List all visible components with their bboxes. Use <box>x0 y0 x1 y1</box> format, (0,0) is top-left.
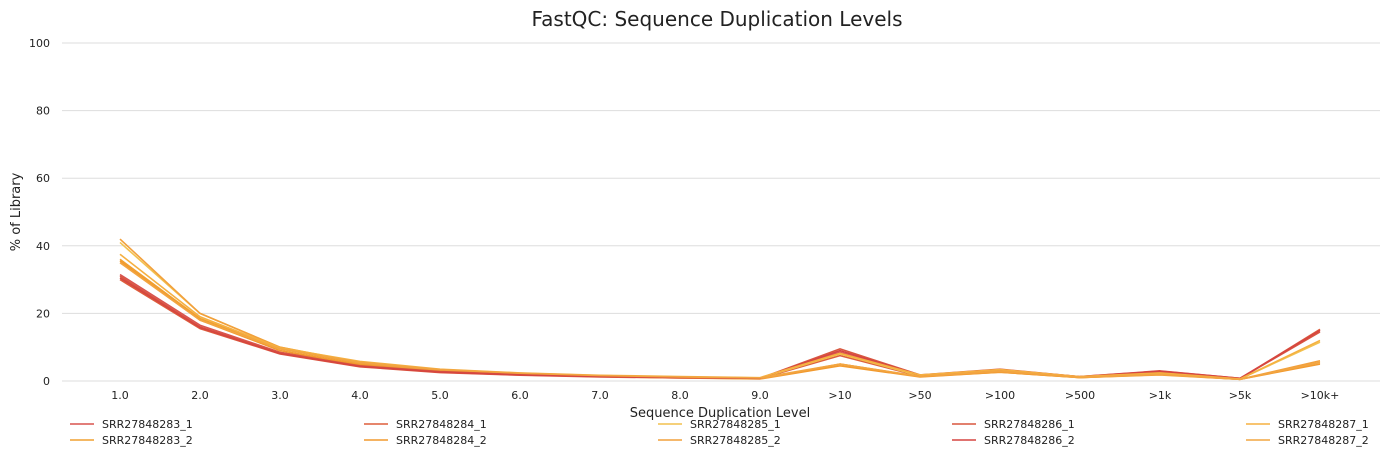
legend-item: SRR27848284_1 <box>364 418 487 431</box>
series-line <box>119 277 1321 380</box>
legend-label: SRR27848285_2 <box>690 434 781 447</box>
x-tick-label: >50 <box>908 389 931 402</box>
series-line <box>119 260 1321 381</box>
series-line <box>119 278 1321 380</box>
legend-item: SRR27848286_1 <box>952 418 1075 431</box>
legend-item: SRR27848283_1 <box>70 418 193 431</box>
series-line <box>119 275 1321 380</box>
legend-item: SRR27848287_2 <box>1246 434 1369 447</box>
legend: SRR27848283_1 SRR27848283_2 SRR27848284_1 S… <box>70 418 1369 447</box>
x-tick-label: 6.0 <box>511 389 529 402</box>
y-tick-label: 100 <box>29 37 50 50</box>
series-line <box>119 241 1321 380</box>
x-tick-label: >500 <box>1065 389 1095 402</box>
x-tick-label: 8.0 <box>671 389 689 402</box>
series-line <box>119 262 1321 381</box>
series-lines <box>119 238 1321 381</box>
legend-item: SRR27848287_1 <box>1246 418 1369 431</box>
y-axis-label: % of Library <box>9 172 24 251</box>
legend-label: SRR27848286_2 <box>984 434 1075 447</box>
legend-label: SRR27848285_1 <box>690 418 781 431</box>
legend-label: SRR27848284_1 <box>396 418 487 431</box>
y-tick-label: 40 <box>36 240 50 253</box>
legend-item: SRR27848286_2 <box>952 434 1075 447</box>
x-tick-label: >5k <box>1229 389 1252 402</box>
x-axis-ticks: 1.0 2.0 3.0 4.0 5.0 6.0 7.0 8.0 9.0 >10 >50 >100 >50… <box>111 389 1339 402</box>
x-tick-label: 7.0 <box>591 389 609 402</box>
legend-item: SRR27848284_2 <box>364 434 487 447</box>
series-line <box>119 238 1321 381</box>
x-tick-label: 5.0 <box>431 389 449 402</box>
legend-item: SRR27848283_2 <box>70 434 193 447</box>
legend-label: SRR27848287_2 <box>1278 434 1369 447</box>
x-tick-label: 3.0 <box>271 389 289 402</box>
y-tick-label: 80 <box>36 105 50 118</box>
y-tick-label: 20 <box>36 307 50 320</box>
x-tick-label: >100 <box>985 389 1015 402</box>
x-tick-label: 9.0 <box>751 389 769 402</box>
y-axis-ticks: 0 20 40 60 80 100 <box>29 37 50 388</box>
legend-label: SRR27848287_1 <box>1278 418 1369 431</box>
series-line <box>119 258 1321 381</box>
x-tick-label: >10k+ <box>1301 389 1340 402</box>
x-axis-label: Sequence Duplication Level <box>630 406 810 421</box>
x-tick-label: >10 <box>828 389 851 402</box>
y-tick-label: 0 <box>43 375 50 388</box>
x-tick-label: 4.0 <box>351 389 369 402</box>
legend-item: SRR27848285_1 <box>658 418 781 431</box>
y-tick-label: 60 <box>36 172 50 185</box>
x-tick-label: 2.0 <box>191 389 209 402</box>
x-tick-label: >1k <box>1149 389 1172 402</box>
legend-label: SRR27848283_2 <box>102 434 193 447</box>
legend-label: SRR27848286_1 <box>984 418 1075 431</box>
x-tick-label: 1.0 <box>111 389 129 402</box>
grid <box>62 42 1380 382</box>
legend-label: SRR27848284_2 <box>396 434 487 447</box>
series-line <box>119 273 1321 380</box>
series-line <box>119 253 1321 380</box>
legend-label: SRR27848283_1 <box>102 418 193 431</box>
chart-title: FastQC: Sequence Duplication Levels <box>531 7 902 31</box>
legend-item: SRR27848285_2 <box>658 434 781 447</box>
